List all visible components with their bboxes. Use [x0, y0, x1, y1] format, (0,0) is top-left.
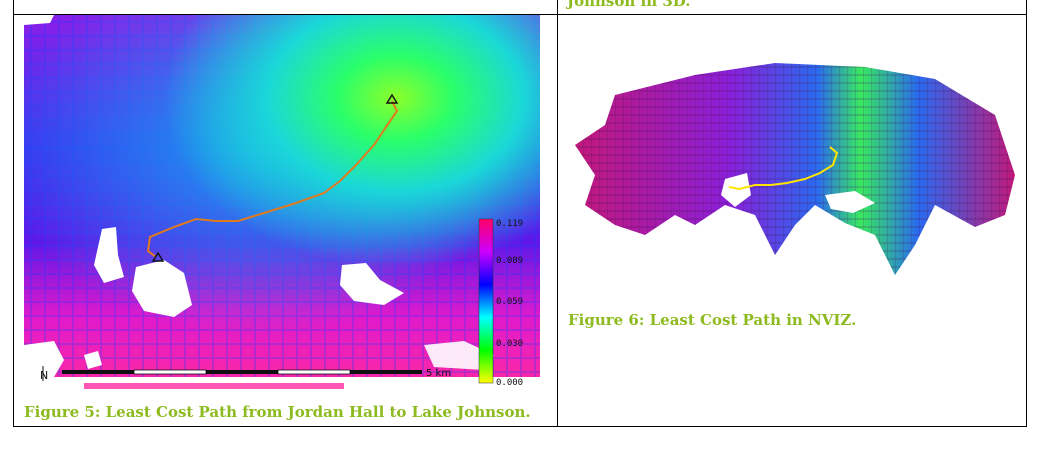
end-marker	[151, 251, 165, 262]
table-top-divider	[557, 0, 558, 15]
figure6-3d-view	[575, 63, 1015, 275]
previous-caption-fragment: Johnson in 3D.	[567, 0, 691, 10]
legend-bar	[478, 218, 494, 384]
scale-bar	[62, 370, 422, 374]
north-label: N	[40, 369, 48, 382]
figure5-caption: Figure 5: Least Cost Path from Jordan Ha…	[24, 403, 531, 421]
figure6-cell	[557, 14, 1027, 427]
figure6-caption: Figure 6: Least Cost Path in NVIZ.	[568, 311, 857, 329]
least-cost-path-3d	[728, 146, 839, 191]
scale-label: 5 km	[426, 368, 451, 379]
legend-tick-0: 0.119	[496, 219, 523, 229]
figure5-map: 0.119 0.089 0.059 0.030 0.000 N 5 km	[24, 15, 540, 392]
table-top-row	[13, 0, 1027, 15]
legend-tick-3: 0.030	[496, 339, 523, 349]
legend-tick-1: 0.089	[496, 256, 523, 266]
legend-tick-2: 0.059	[496, 297, 523, 307]
start-marker	[385, 93, 399, 104]
least-cost-path	[146, 100, 399, 258]
legend-tick-4: 0.000	[496, 378, 523, 388]
